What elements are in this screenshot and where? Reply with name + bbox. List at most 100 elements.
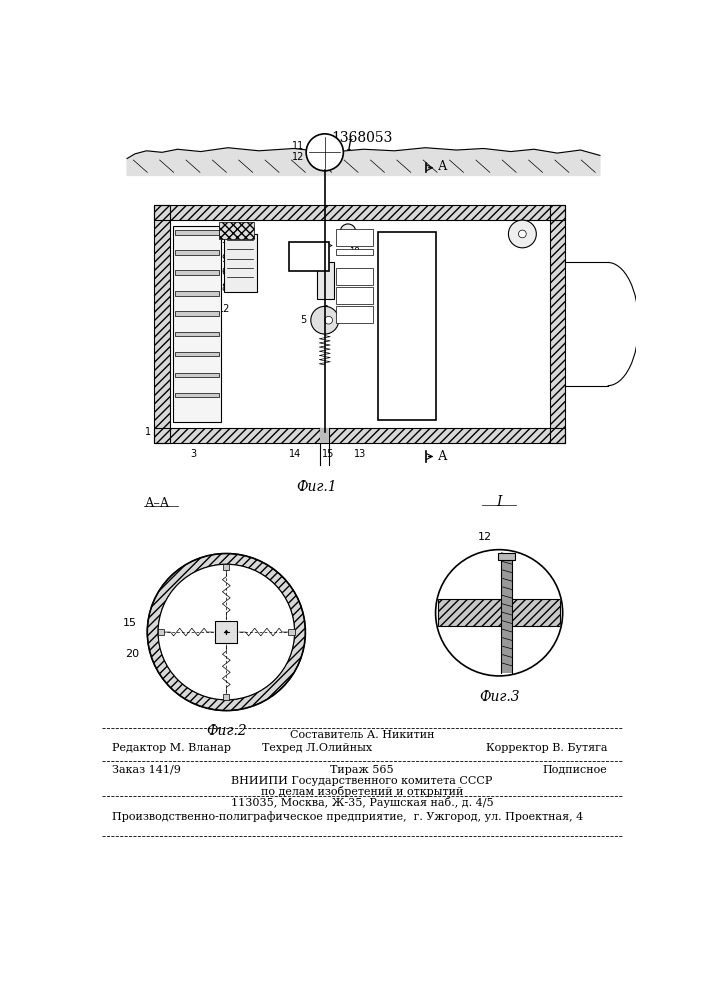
Text: Подписное: Подписное bbox=[543, 765, 607, 775]
Circle shape bbox=[340, 224, 356, 239]
Text: 17: 17 bbox=[349, 291, 360, 300]
Text: 15: 15 bbox=[322, 449, 335, 459]
Text: 3: 3 bbox=[190, 449, 196, 459]
Text: 13: 13 bbox=[354, 449, 366, 459]
Bar bbox=[438, 599, 561, 626]
Text: 12: 12 bbox=[292, 152, 305, 162]
Circle shape bbox=[508, 220, 537, 248]
Bar bbox=[378, 232, 436, 420]
Text: Фиг.3: Фиг.3 bbox=[479, 690, 520, 704]
Text: 9: 9 bbox=[221, 254, 227, 264]
Text: 12: 12 bbox=[478, 532, 492, 542]
Bar bbox=[288, 629, 295, 635]
Text: 25: 25 bbox=[357, 207, 370, 217]
Bar bbox=[175, 311, 218, 316]
Text: 4: 4 bbox=[322, 305, 329, 315]
Bar bbox=[223, 694, 230, 700]
Circle shape bbox=[436, 550, 563, 676]
Text: 113035, Москва, Ж-35, Раушская наб., д. 4/5: 113035, Москва, Ж-35, Раушская наб., д. … bbox=[230, 797, 493, 808]
Text: 22: 22 bbox=[303, 251, 315, 261]
Text: 26: 26 bbox=[341, 207, 354, 217]
Text: Фиг.1: Фиг.1 bbox=[297, 480, 337, 494]
Text: 24: 24 bbox=[406, 207, 419, 217]
Bar bbox=[158, 629, 164, 635]
Text: 27: 27 bbox=[349, 272, 360, 281]
Text: Составитель А. Никитин: Составитель А. Никитин bbox=[290, 730, 434, 740]
Text: А–А: А–А bbox=[145, 497, 170, 510]
Text: I: I bbox=[346, 139, 352, 153]
Text: 41:25: 41:25 bbox=[471, 614, 499, 624]
Text: по делам изобретений и открытий: по делам изобретений и открытий bbox=[261, 786, 463, 797]
Bar bbox=[289, 242, 329, 271]
Bar bbox=[498, 553, 515, 560]
Text: Тираж 565: Тираж 565 bbox=[330, 765, 394, 775]
Text: 15: 15 bbox=[122, 618, 136, 628]
Text: 1368053: 1368053 bbox=[332, 131, 392, 145]
Text: 1: 1 bbox=[145, 427, 151, 437]
Text: 10: 10 bbox=[218, 229, 230, 239]
Bar bbox=[438, 599, 561, 626]
Text: Корректор В. Бутяга: Корректор В. Бутяга bbox=[486, 743, 607, 753]
Bar bbox=[336, 249, 373, 255]
Text: 20: 20 bbox=[125, 649, 139, 659]
Bar bbox=[336, 306, 373, 323]
Circle shape bbox=[158, 564, 295, 700]
Bar bbox=[224, 234, 257, 292]
Bar bbox=[154, 205, 170, 443]
Bar bbox=[175, 393, 218, 397]
Text: А: А bbox=[438, 160, 448, 173]
Text: 27: 27 bbox=[312, 206, 325, 216]
Text: А: А bbox=[438, 450, 448, 463]
Bar bbox=[501, 553, 513, 673]
Circle shape bbox=[325, 316, 332, 324]
Text: Производственно-полиграфическое предприятие,  г. Ужгород, ул. Проектная, 4: Производственно-полиграфическое предприя… bbox=[112, 811, 583, 822]
Text: 23: 23 bbox=[375, 207, 387, 217]
Bar bbox=[336, 287, 373, 304]
Text: 6: 6 bbox=[221, 267, 227, 277]
Bar bbox=[223, 564, 230, 570]
Bar bbox=[154, 205, 565, 220]
Bar bbox=[336, 268, 373, 285]
Bar bbox=[154, 428, 565, 443]
Bar bbox=[175, 250, 218, 255]
Text: Редактор М. Вланар: Редактор М. Вланар bbox=[112, 743, 230, 753]
Text: 5: 5 bbox=[300, 315, 307, 325]
Bar bbox=[175, 270, 218, 275]
Polygon shape bbox=[127, 148, 600, 175]
Text: 27: 27 bbox=[400, 238, 414, 248]
Bar bbox=[175, 332, 218, 336]
Circle shape bbox=[306, 134, 344, 171]
Text: 8: 8 bbox=[221, 283, 227, 293]
Text: Фиг.2: Фиг.2 bbox=[206, 724, 247, 738]
Bar bbox=[173, 226, 221, 422]
Bar bbox=[320, 428, 329, 443]
Text: 12: 12 bbox=[218, 304, 230, 314]
Text: 7: 7 bbox=[221, 242, 227, 252]
Bar bbox=[154, 205, 565, 220]
Bar bbox=[154, 205, 170, 443]
Bar bbox=[175, 291, 218, 296]
Bar bbox=[154, 428, 565, 443]
Text: 19-21: 19-21 bbox=[342, 233, 366, 242]
Circle shape bbox=[518, 230, 526, 238]
Bar bbox=[175, 230, 218, 235]
Text: ВНИИПИ Государственного комитета СССР: ВНИИПИ Государственного комитета СССР bbox=[231, 776, 493, 786]
Bar bbox=[317, 262, 334, 299]
Bar bbox=[549, 205, 565, 443]
Circle shape bbox=[311, 306, 339, 334]
Bar bbox=[175, 352, 218, 356]
Bar bbox=[175, 373, 218, 377]
Bar bbox=[170, 220, 549, 428]
Bar bbox=[216, 621, 237, 643]
Circle shape bbox=[225, 631, 228, 634]
Text: I: I bbox=[496, 495, 502, 509]
Text: 11: 11 bbox=[293, 141, 305, 151]
Bar bbox=[336, 229, 373, 246]
Text: 18: 18 bbox=[349, 247, 360, 256]
Text: 14: 14 bbox=[289, 449, 301, 459]
Bar bbox=[549, 205, 565, 443]
Bar bbox=[219, 222, 255, 239]
Text: 2: 2 bbox=[190, 408, 196, 418]
Text: Техред Л.Олийных: Техред Л.Олийных bbox=[262, 743, 372, 753]
Text: Заказ 141/9: Заказ 141/9 bbox=[112, 765, 180, 775]
